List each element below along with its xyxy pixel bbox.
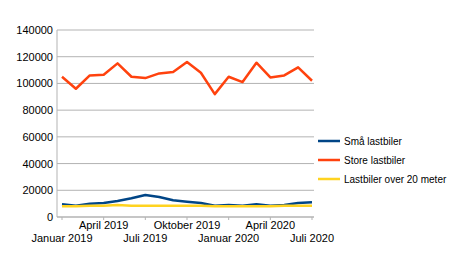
series-line xyxy=(62,205,312,206)
x-tick xyxy=(228,217,229,220)
y-tick-label: 60000 xyxy=(22,131,53,143)
grid-line xyxy=(57,30,314,31)
x-tick-label: Januar 2019 xyxy=(31,232,92,244)
chart: 0 20000 40000 60000 80000 100000 120000 140000 J… xyxy=(0,0,468,264)
legend-label: Lastbiler over 20 meter xyxy=(344,174,447,185)
series-line xyxy=(62,195,312,206)
legend-swatch xyxy=(318,140,340,143)
y-tick-label: 40000 xyxy=(22,158,53,170)
grid xyxy=(57,30,314,217)
y-tick-label: 140000 xyxy=(16,24,53,36)
grid-line xyxy=(57,136,314,137)
x-tick-label: Juli 2019 xyxy=(123,232,167,244)
grid-line xyxy=(57,110,314,111)
x-tick xyxy=(145,217,146,220)
x-tick-label: Januar 2020 xyxy=(198,232,259,244)
x-tick xyxy=(312,217,313,220)
x-tick-label: April 2020 xyxy=(246,219,296,231)
x-tick-label: April 2019 xyxy=(79,219,129,231)
legend-label: Store lastbiler xyxy=(344,155,406,166)
y-tick-label: 80000 xyxy=(22,104,53,116)
x-axis xyxy=(57,217,314,218)
legend-swatch xyxy=(318,178,340,181)
y-tick-label: 20000 xyxy=(22,184,53,196)
y-tick-label: 120000 xyxy=(16,51,53,63)
x-tick-label: Juli 2020 xyxy=(290,232,334,244)
series-lines xyxy=(62,62,312,206)
series-line xyxy=(62,62,312,94)
grid-line xyxy=(57,163,314,164)
y-tick-label: 0 xyxy=(47,211,53,223)
legend-label: Små lastbiler xyxy=(344,136,402,147)
y-axis xyxy=(57,30,58,217)
legend: Små lastbiler Store lastbiler Lastbiler ov… xyxy=(318,136,447,185)
grid-line xyxy=(57,83,314,84)
legend-swatch xyxy=(318,159,340,162)
x-tick-label: Oktober 2019 xyxy=(154,219,221,231)
grid-line xyxy=(57,190,314,191)
grid-line xyxy=(57,217,314,218)
y-tick-label: 100000 xyxy=(16,77,53,89)
x-tick xyxy=(62,217,63,220)
grid-line xyxy=(57,56,314,57)
